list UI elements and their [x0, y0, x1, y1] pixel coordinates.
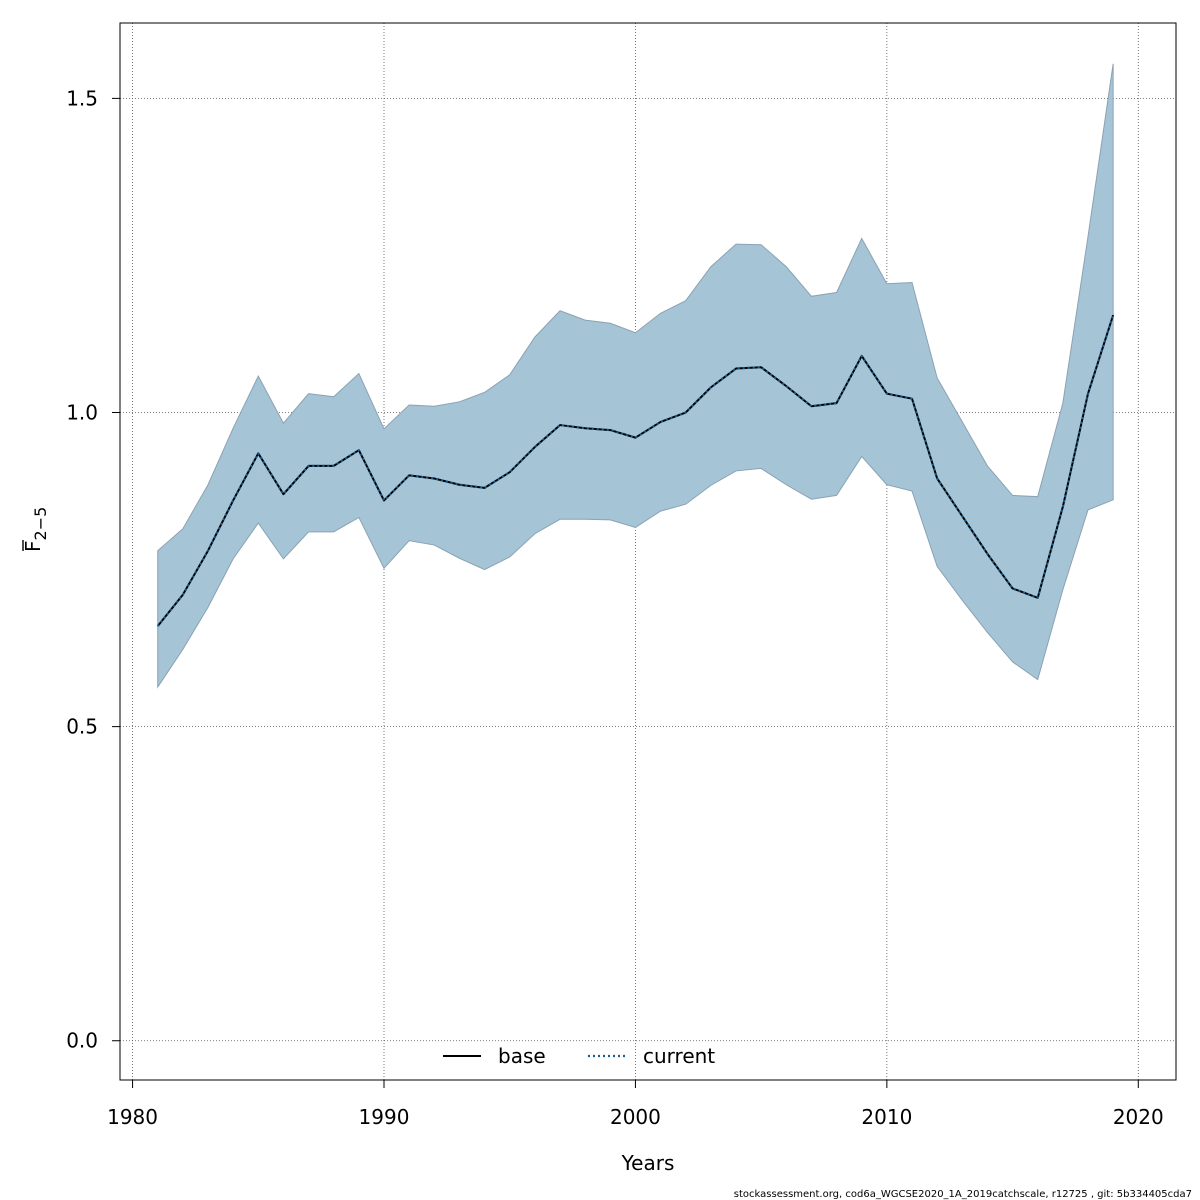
- y-axis-title: F2−5: [21, 507, 50, 552]
- confidence-band-layer: [157, 63, 1114, 689]
- x-tick-label: 1990: [359, 1105, 410, 1129]
- x-axis-title: Years: [621, 1151, 675, 1175]
- legend-label-base: base: [498, 1044, 546, 1068]
- legend: base current: [443, 1044, 715, 1068]
- series-line-current: [156, 314, 1115, 627]
- y-tick-label: 1.5: [66, 86, 98, 110]
- x-tick-label: 2010: [861, 1105, 912, 1129]
- svg-text:F2−5: F2−5: [21, 507, 50, 552]
- y-tick-label: 1.0: [66, 401, 98, 425]
- y-axis-title-sub: 2−5: [31, 507, 50, 541]
- x-axis: 1980 1990 2000 2010 2020: [107, 1079, 1164, 1129]
- footer-text: stockassessment.org, cod6a_WGCSE2020_1A_…: [734, 1189, 1192, 1200]
- series-lines: [156, 314, 1115, 627]
- y-tick-label: 0.5: [66, 715, 98, 739]
- legend-label-current: current: [643, 1044, 715, 1068]
- x-tick-label: 2020: [1113, 1105, 1164, 1129]
- y-axis: 0.0 0.5 1.0 1.5: [66, 86, 121, 1053]
- y-axis-title-main: F: [21, 540, 45, 552]
- y-tick-label: 0.0: [66, 1029, 98, 1053]
- x-tick-label: 2000: [610, 1105, 661, 1129]
- x-tick-label: 1980: [107, 1105, 158, 1129]
- confidence-band: [157, 63, 1114, 689]
